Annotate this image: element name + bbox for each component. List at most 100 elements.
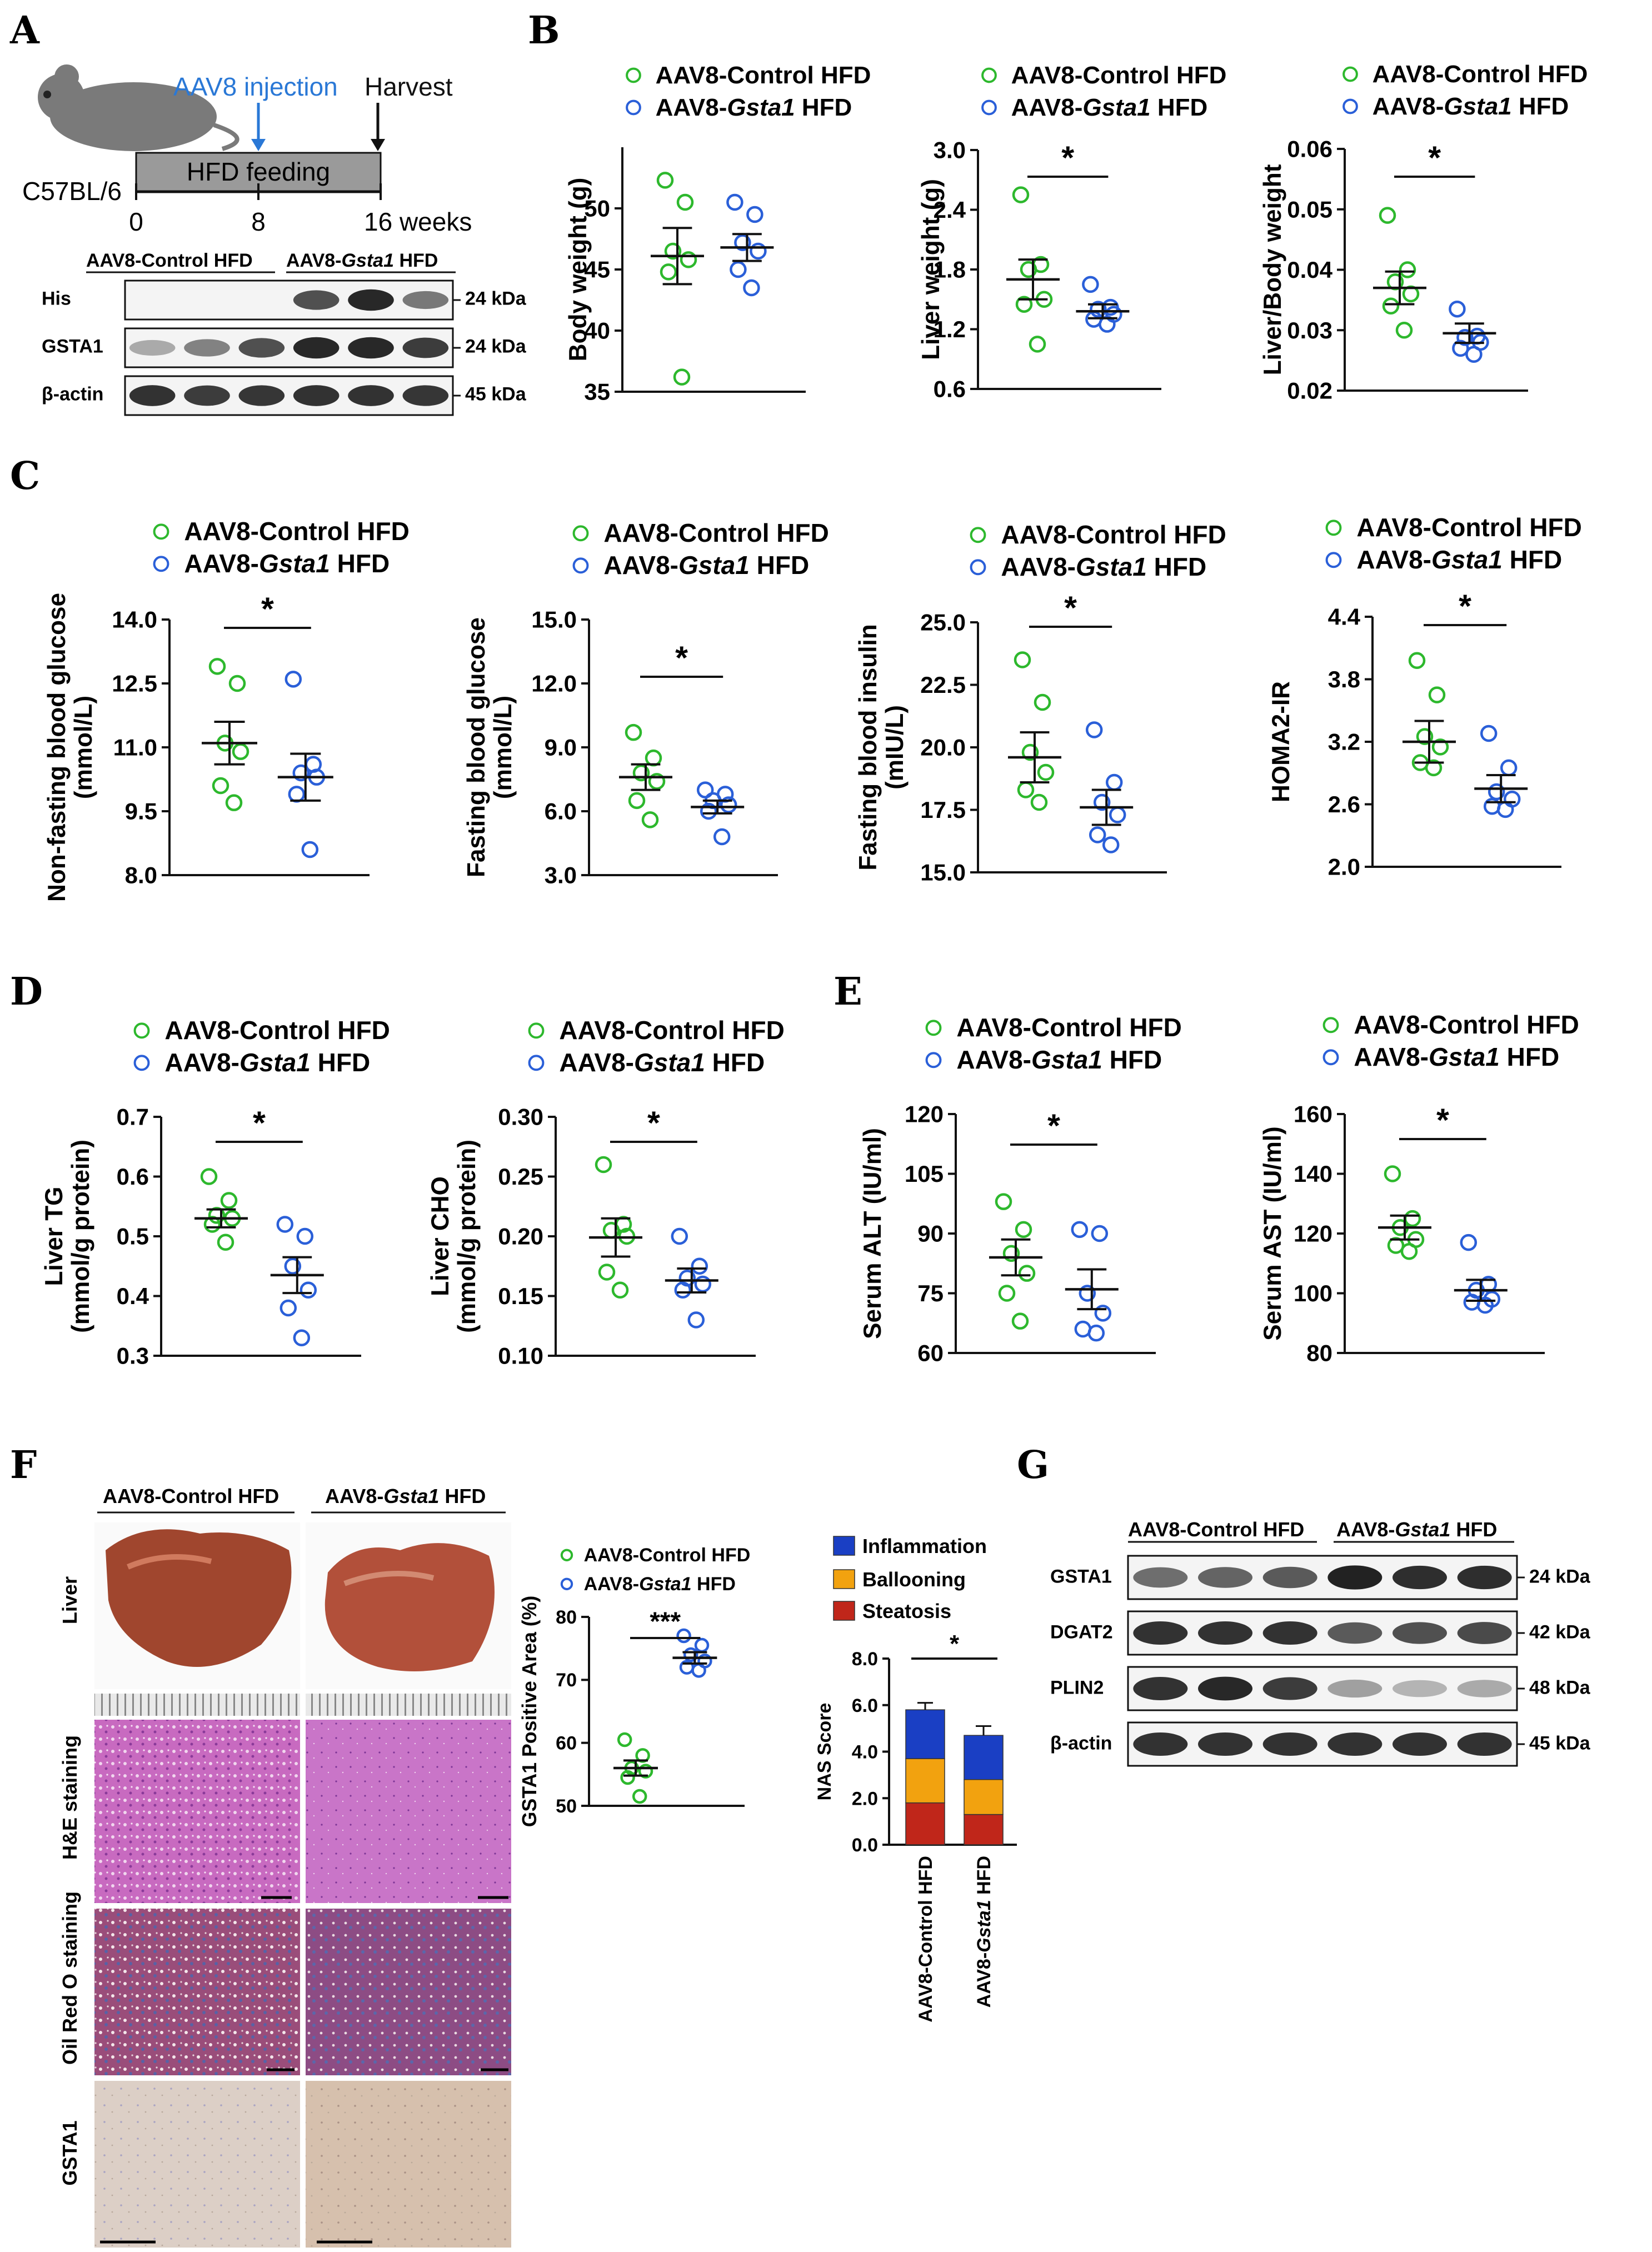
legend-gsta1-prefix: AAV8- [1356, 545, 1431, 574]
tick-16: 16 weeks [364, 207, 472, 236]
data-point [1379, 207, 1396, 224]
data-point [280, 1299, 297, 1317]
data-point [1465, 346, 1483, 363]
data-point [1425, 759, 1443, 777]
tick-8: 8 [251, 207, 266, 236]
y-axis-label-line: (mIU/L) [881, 705, 909, 790]
significance-star: * [261, 591, 274, 627]
legend-swatch-ballooning [833, 1569, 855, 1589]
significance-star: * [253, 1105, 266, 1141]
blot-band [1262, 1621, 1317, 1645]
legend-gsta1-suffix: HFD [1102, 1045, 1162, 1074]
data-point [1496, 801, 1514, 818]
y-tick-label: 0.30 [498, 1104, 543, 1130]
y-tick-label: 80 [1306, 1340, 1332, 1366]
y-tick-label: 2.4 [934, 197, 966, 223]
legend-marker-gsta1 [528, 1055, 545, 1071]
data-point [1079, 1285, 1096, 1302]
data-point [1102, 836, 1120, 853]
data-point [673, 368, 691, 386]
data-point [700, 802, 717, 820]
x-category-label: AAV8-Control HFD [915, 1856, 936, 2023]
data-point [1090, 301, 1107, 318]
data-point [620, 1770, 635, 1785]
y-tick-label: 0.0 [852, 1835, 878, 1856]
blot-band [1198, 1621, 1252, 1645]
y-tick-label: 3.8 [1328, 666, 1360, 692]
data-point [617, 1732, 632, 1747]
y-tick-label: 0.6 [934, 376, 966, 402]
y-tick-label: 6.0 [545, 798, 577, 825]
data-point [694, 1637, 710, 1653]
y-axis-label-line: (mmol/g protein) [67, 1140, 94, 1333]
oro-gsta1-image [306, 1909, 511, 2075]
y-tick-label: 100 [1294, 1280, 1332, 1306]
data-point [746, 206, 763, 223]
legend-gsta1-suffix: HFD [692, 1574, 736, 1595]
y-tick-label: 0.7 [117, 1104, 149, 1130]
data-point [998, 1285, 1016, 1302]
y-tick-label: 0.4 [117, 1283, 149, 1309]
legend-label-gsta1: AAV8-Gsta1 HFD [164, 1048, 370, 1077]
row-label-oro: Oil Red O staining [58, 1891, 81, 2065]
legend-gsta1-gene: Gsta1 [1429, 1042, 1500, 1071]
significance-star: * [1459, 588, 1471, 625]
blot-band [348, 385, 394, 406]
y-axis-label-line: Fasting blood glucose [463, 617, 490, 877]
legend-label-gsta1: AAV8-Gsta1 HFD [1011, 94, 1208, 121]
data-point [683, 1647, 698, 1662]
data-point [1431, 738, 1449, 756]
legend-gsta1-gene: Gsta1 [1082, 94, 1150, 121]
y-tick-label: 0.25 [498, 1164, 543, 1190]
blot-size-label: 45 kDa [465, 383, 527, 405]
data-point [680, 251, 697, 268]
chart-serum_ast: 80 100 120 140 160 Serum AST (IU/ml) * AAV8-Con… [1259, 1010, 1579, 1366]
y-tick-label: 15.0 [531, 607, 577, 633]
data-point [671, 1227, 688, 1245]
data-point [1382, 297, 1400, 314]
data-point [1400, 1243, 1418, 1260]
y-tick-label: 60 [917, 1340, 944, 1366]
legend-marker-control [925, 1020, 942, 1036]
blot-row-label: GSTA1 [42, 336, 103, 357]
blot-band [1393, 1732, 1447, 1756]
data-point [1034, 693, 1051, 711]
data-point [625, 723, 642, 741]
f-control-label: AAV8-Control HFD [103, 1485, 279, 1507]
data-point [595, 1156, 612, 1174]
y-axis-label: Non-fasting blood glucose(mmol/L) [43, 593, 97, 902]
y-axis-label-line: Liver CHO [427, 1176, 454, 1296]
data-point [1089, 826, 1106, 843]
y-tick-label: 4.0 [852, 1742, 878, 1763]
blot-band [402, 337, 449, 358]
legend-label-control: AAV8-Control HFD [584, 1545, 751, 1566]
data-point [217, 1234, 234, 1251]
blot-membrane [124, 279, 454, 321]
blot-band [1327, 1565, 1383, 1590]
y-axis-label-line: (mmol/L) [70, 696, 97, 799]
y-tick-label: 14.0 [112, 607, 157, 633]
y-axis-label-line: (mmol/L) [490, 696, 517, 799]
legend-gsta1-suffix: HFD [1151, 94, 1208, 121]
y-tick-label: 50 [556, 1796, 577, 1817]
legend-label-control: AAV8-Control HFD [559, 1016, 784, 1045]
legend-label-steatosis: Steatosis [862, 1600, 951, 1622]
blot-size-label: 24 kDa [1529, 1566, 1591, 1587]
blot-band [184, 385, 230, 406]
legend-marker-control [1325, 520, 1342, 536]
blot-band [238, 385, 285, 406]
data-point [232, 743, 249, 760]
y-tick-label: 140 [1294, 1161, 1332, 1187]
panel-label-d: D [10, 970, 43, 1014]
legend-label-gsta1: AAV8-Gsta1 HFD [184, 549, 390, 578]
data-point [664, 242, 682, 260]
y-tick-label: 20.0 [920, 735, 966, 761]
blot-size-label: 48 kDa [1529, 1677, 1591, 1698]
legend-label-gsta1: AAV8-Gsta1 HFD [584, 1574, 736, 1595]
data-point [694, 1275, 712, 1293]
legend-label-control: AAV8-Control HFD [656, 62, 871, 89]
panel-label-g: G [1017, 1443, 1049, 1487]
y-tick-label: 75 [917, 1280, 944, 1306]
he-control-image [94, 1720, 300, 1903]
